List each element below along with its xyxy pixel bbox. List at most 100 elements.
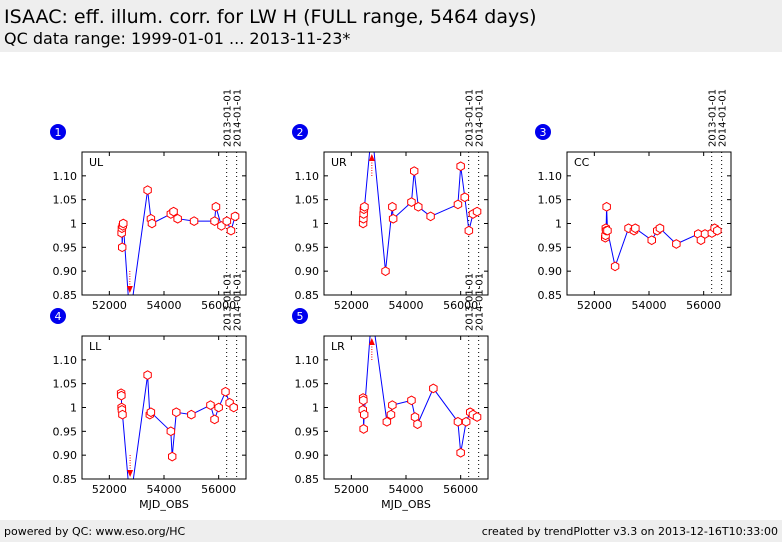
panel-number-label: 4 xyxy=(55,310,62,323)
panel-label: LR xyxy=(331,340,345,353)
panel-number-label: 1 xyxy=(55,126,62,139)
x-tick-label: 52000 xyxy=(577,299,612,312)
x-tick-label: 54000 xyxy=(389,299,424,312)
data-point xyxy=(603,225,612,236)
data-point xyxy=(117,390,126,401)
data-point xyxy=(360,409,369,420)
reference-line-label: 2013-01-01 xyxy=(708,89,719,147)
data-point xyxy=(166,426,176,437)
y-tick-label: 1.05 xyxy=(295,194,320,207)
data-point xyxy=(187,409,196,420)
data-point xyxy=(221,386,230,397)
reference-line-label: 2013-01-01 xyxy=(465,89,476,147)
x-tick-label: 56000 xyxy=(201,483,236,496)
footer-powered-by: powered by QC: www.eso.org/HC xyxy=(4,525,186,538)
data-point xyxy=(610,261,620,272)
data-point xyxy=(388,213,398,224)
x-axis-label: MJD_OBS xyxy=(381,498,431,511)
data-point xyxy=(168,451,177,462)
data-point xyxy=(602,201,611,212)
data-point xyxy=(386,409,396,420)
data-point xyxy=(407,197,416,207)
y-tick-label: 1.05 xyxy=(538,194,563,207)
data-point xyxy=(456,161,465,172)
y-tick-label: 0.90 xyxy=(53,265,78,278)
series-line xyxy=(362,152,478,272)
data-point xyxy=(210,216,219,226)
data-point xyxy=(413,419,422,430)
data-point xyxy=(206,400,215,410)
data-point xyxy=(226,225,236,236)
plot-frame xyxy=(323,151,489,296)
x-tick-label: 52000 xyxy=(92,299,127,312)
x-tick-label: 56000 xyxy=(443,483,478,496)
data-point xyxy=(173,213,182,224)
y-tick-label: 0.90 xyxy=(53,449,78,462)
y-tick-label: 1.10 xyxy=(295,354,320,367)
panel-number-badge xyxy=(50,124,66,140)
data-point xyxy=(472,412,482,422)
data-point xyxy=(388,400,397,410)
panel-number-label: 3 xyxy=(540,126,547,139)
plot-frame xyxy=(323,335,489,480)
offscale-low-arrowhead xyxy=(127,470,134,477)
reference-line-label: 2013-01-01 xyxy=(465,273,476,331)
data-point xyxy=(655,223,665,234)
data-point xyxy=(210,414,219,425)
y-tick-label: 1.05 xyxy=(53,378,78,391)
x-tick-label: 54000 xyxy=(632,299,667,312)
x-tick-label: 54000 xyxy=(389,483,424,496)
offscale-low-arrowhead xyxy=(126,286,133,293)
data-point xyxy=(359,424,368,434)
data-point xyxy=(172,407,181,418)
data-point xyxy=(211,201,221,212)
data-point xyxy=(472,206,482,217)
y-tick-label: 1.05 xyxy=(53,194,78,207)
x-tick-label: 56000 xyxy=(686,299,721,312)
data-point xyxy=(360,201,369,212)
y-tick-label: 1 xyxy=(312,402,319,415)
data-point xyxy=(143,370,152,380)
offscale-high-arrowhead xyxy=(368,154,375,161)
data-point xyxy=(147,218,157,229)
series-line xyxy=(362,336,478,453)
data-point xyxy=(230,211,240,222)
data-point xyxy=(647,235,656,246)
data-point xyxy=(214,402,223,413)
data-point xyxy=(631,223,640,234)
data-point xyxy=(407,395,416,406)
y-tick-label: 0.95 xyxy=(53,241,78,254)
y-tick-label: 1.10 xyxy=(53,354,78,367)
y-tick-label: 1.10 xyxy=(53,170,78,183)
y-tick-label: 0.95 xyxy=(295,241,320,254)
x-tick-label: 52000 xyxy=(334,299,369,312)
y-tick-label: 0.95 xyxy=(53,425,78,438)
data-point xyxy=(119,218,128,229)
x-tick-label: 56000 xyxy=(201,299,236,312)
data-point xyxy=(388,201,397,212)
reference-line-label: 2013-01-01 xyxy=(223,273,234,331)
y-tick-label: 0.85 xyxy=(53,473,78,486)
data-point xyxy=(118,409,127,420)
y-tick-label: 0.95 xyxy=(295,425,320,438)
data-point xyxy=(229,402,238,413)
data-point xyxy=(410,166,419,176)
offscale-high-arrowhead xyxy=(368,338,375,345)
panel-label: LL xyxy=(89,340,102,353)
panel-number-label: 2 xyxy=(297,126,304,139)
y-tick-label: 0.90 xyxy=(295,449,320,462)
data-point xyxy=(118,242,127,253)
footer-bar: powered by QC: www.eso.org/HC created by… xyxy=(0,520,782,542)
y-tick-label: 0.95 xyxy=(538,241,563,254)
y-tick-label: 0.85 xyxy=(538,289,563,302)
reference-line-label: 2014-01-01 xyxy=(233,273,244,331)
panel-number-badge xyxy=(50,308,66,324)
x-tick-label: 54000 xyxy=(147,299,182,312)
data-point xyxy=(414,201,423,212)
